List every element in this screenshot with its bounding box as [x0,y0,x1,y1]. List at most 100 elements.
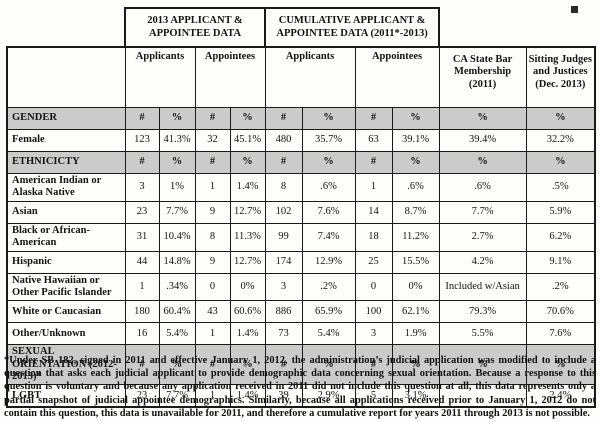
row-label: LGBT [6,384,126,409]
cell: # [194,107,231,130]
cell: 35.7% [301,129,356,152]
cell: 79.3% [438,300,527,324]
cell: 1 [194,322,231,346]
header-applicants-2013: Applicants [124,46,196,108]
cell: 0 [354,272,393,302]
cell: 14.8% [158,250,196,274]
cell: .6% [391,173,440,202]
row-label: Female [6,129,126,152]
row-label: Hispanic [6,250,126,274]
cell: 41.3% [158,129,196,152]
cell: 60.6% [229,300,266,324]
cell: 2.7% [438,222,527,252]
cell: # [264,344,303,386]
cell: 9.1% [525,250,597,274]
table-row: Hispanic 44 14.8% 9 12.7% 174 12.9% 25 15.5% 4.2%… [6,250,597,274]
cell: 1.4% [229,173,266,202]
header-appointees-cumulative: Appointees [354,46,440,108]
cell: 1 [194,173,231,202]
header-applicants-cumulative: Applicants [264,46,356,108]
header-cumulative-group: CUMULATIVE APPLICANT & APPOINTEE DATA (2… [264,7,441,48]
cell: 8.7% [391,200,440,224]
cell: 16 [124,322,160,346]
cell: 9 [194,200,231,224]
cell: # [354,151,393,174]
cell: 4.2% [438,250,527,274]
cell: 0% [229,272,266,302]
demographics-table: 2013 APPLICANT & APPOINTEE DATA CUMULATI… [6,7,597,409]
cell: % [525,344,597,386]
cell: # [194,151,231,174]
cell: % [525,151,597,174]
cell: 10.4% [158,222,196,252]
header-sitting-judges: Sitting Judges and Justices (Dec. 2013) [525,46,597,108]
row-label: Other/Unknown [6,322,126,346]
cell: # [354,344,393,386]
header-ca-state-bar: CA State Bar Membership (2011) [438,46,527,108]
table-row: White or Caucasian 180 60.4% 43 60.6% 886 65.9… [6,300,597,324]
cell: 18 [354,222,393,252]
row-label: White or Caucasian [6,300,126,324]
cell: 14 [354,200,393,224]
cell: 39 [264,384,303,409]
header-empty-topleft [7,8,125,47]
table-row: Native Hawaiian or Other Pacific Islande… [6,272,597,302]
cell: 100 [354,300,393,324]
cell: 7.7% [158,200,196,224]
cell: 102 [264,200,303,224]
cell: % [525,107,597,130]
table-body: GENDER #% #% #% #%%% Female 123 41.3% 32 45.1% 480… [6,107,597,409]
cell: 5.5% [438,322,527,346]
cell: % [438,151,527,174]
header-2013-group: 2013 APPLICANT & APPOINTEE DATA [123,7,267,48]
cell: 25 [354,250,393,274]
cell: 11.3% [229,222,266,252]
table-row: Female 123 41.3% 32 45.1% 480 35.7% 63 39.1% 39.4… [6,129,597,152]
cell: 0% [391,272,440,302]
cell: # [124,344,160,386]
cell: 2.4% [525,384,597,409]
cell: 1.9% [391,322,440,346]
cell: # [194,344,231,386]
cell: 7.6% [301,200,356,224]
header-group-row: 2013 APPLICANT & APPOINTEE DATA CUMULATI… [7,7,595,48]
cell: # [354,107,393,130]
cell: 44 [124,250,160,274]
cell: .2% [301,272,356,302]
cell: 15.5% [391,250,440,274]
cell: 886 [264,300,303,324]
cell: 1 [124,272,160,302]
cell: 1.4% [229,322,266,346]
cell: % [301,344,356,386]
cell: 5.4% [301,322,356,346]
cell: 12.9% [301,250,356,274]
cell: 39.4% [438,129,527,152]
cell: 7.6% [525,322,597,346]
cell: % [391,107,440,130]
cell: 180 [124,300,160,324]
cell: % [391,344,440,386]
cell: 1 [354,173,393,202]
cell: 43 [194,300,231,324]
cell: 62.1% [391,300,440,324]
section-header-row: SEXUAL ORIENTATION (2012-2013)* #% #% #% #%%… [6,344,597,386]
cell: % [391,151,440,174]
cell: % [158,151,196,174]
cell: 39.1% [391,129,440,152]
table-row: LGBT 23 7.7% 1 1.4% 39 2.9% 5 3.1% 2.4% [6,384,597,409]
cell: 3 [354,322,393,346]
cell: 8 [264,173,303,202]
cell: % [438,107,527,130]
cell: # [264,151,303,174]
cell: .2% [525,272,597,302]
cell: 8 [194,222,231,252]
cell: % [229,107,266,130]
cell: % [158,107,196,130]
cell: 23 [124,200,160,224]
cell: % [229,344,266,386]
cell: 73 [264,322,303,346]
table-row: Asian 23 7.7% 9 12.7% 102 7.6% 14 8.7% 7.7% 5.9% [6,200,597,224]
cell: 12.7% [229,200,266,224]
table-row: Black or African-American 31 10.4% 8 11.3% 99… [6,222,597,252]
